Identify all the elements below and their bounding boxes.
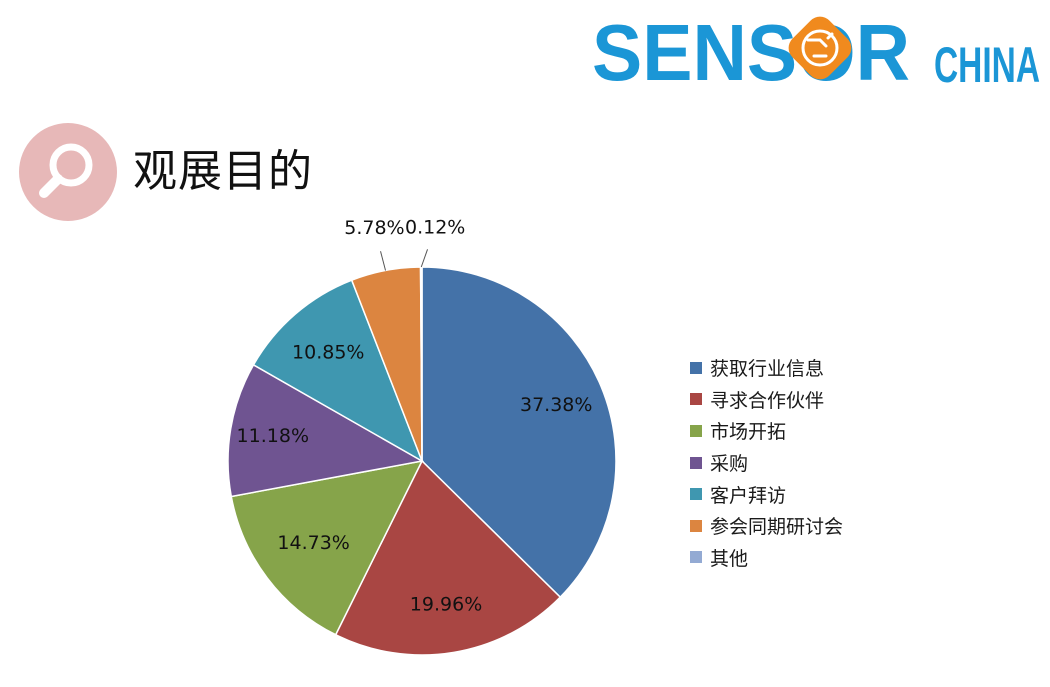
- data-label-2: 14.73%: [277, 532, 349, 554]
- pie-slice-4: [252, 279, 424, 463]
- data-label-5: 5.78%: [344, 217, 404, 239]
- logo-sub-text: CHINA: [934, 37, 1040, 93]
- legend-item: 参会同期研讨会: [690, 510, 890, 542]
- legend-label: 采购: [710, 453, 749, 476]
- legend-item: 采购: [690, 447, 890, 479]
- pie-slice-0: [421, 266, 617, 599]
- legend-label: 客户拜访: [710, 484, 787, 507]
- legend-item: 客户拜访: [690, 478, 890, 510]
- data-label-4: 10.85%: [292, 341, 364, 363]
- legend-swatch: [690, 519, 702, 532]
- sensor-china-logo: SENSOR CHINA: [592, 8, 1040, 96]
- section-title: 观展目的: [133, 146, 313, 197]
- legend-swatch: [690, 361, 702, 374]
- legend-swatch: [690, 424, 702, 437]
- legend-swatch: [690, 393, 702, 406]
- logo-brand-text: SENSOR: [592, 8, 910, 96]
- data-label-1: 19.96%: [410, 594, 482, 616]
- pie-slice-3: [227, 363, 425, 498]
- magnifier-icon: [19, 123, 117, 221]
- legend-item: 其他: [690, 542, 890, 574]
- circuit-icon: [788, 16, 852, 80]
- legend-item: 市场开拓: [690, 415, 890, 447]
- legend-swatch: [690, 488, 702, 501]
- legend-label: 市场开拓: [710, 421, 787, 444]
- leader-line-5: [380, 251, 387, 271]
- data-label-0: 37.38%: [520, 394, 592, 416]
- pie-slice-6: [419, 266, 423, 462]
- chart-legend: 获取行业信息 寻求合作伙伴 市场开拓采购客户拜访参会同期研讨会 其他: [690, 352, 890, 573]
- legend-label: 获取行业信息: [710, 358, 825, 381]
- data-label-3: 11.18%: [237, 425, 309, 447]
- legend-item: 获取行业信息: [690, 352, 890, 384]
- pie-slice-1: [334, 459, 562, 656]
- legend-swatch: [690, 456, 702, 469]
- legend-label: 其他: [710, 547, 749, 570]
- legend-swatch: [690, 551, 702, 564]
- data-label-6: 0.12%: [405, 217, 465, 239]
- legend-label: 参会同期研讨会: [710, 516, 844, 539]
- legend-item: 寻求合作伙伴: [690, 384, 890, 416]
- legend-label: 寻求合作伙伴: [710, 389, 825, 412]
- leader-line-6: [420, 249, 429, 268]
- pie-slice-2: [230, 459, 424, 636]
